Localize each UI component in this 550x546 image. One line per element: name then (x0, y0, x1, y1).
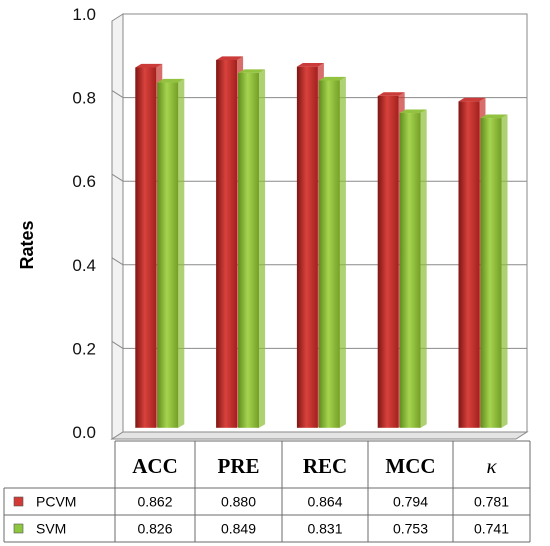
floor (110, 431, 529, 440)
category-label: ACC (132, 454, 178, 478)
bar-svm-3 (399, 109, 427, 428)
bar-svm-1 (238, 69, 266, 428)
bar-svm-2 (318, 76, 346, 428)
bar-front (157, 82, 179, 428)
bar-side (339, 76, 346, 428)
data-label: 0.741 (474, 521, 509, 537)
y-tick-label: 0.6 (72, 172, 96, 191)
bar-front (458, 101, 480, 428)
bar-front (238, 72, 260, 428)
data-label: 0.862 (137, 494, 172, 510)
gridline-side (111, 173, 124, 182)
bar-top (480, 114, 508, 119)
bar-front (480, 118, 502, 428)
y-axis-label: Rates (17, 220, 37, 269)
y-tick-label: 1.0 (72, 5, 96, 24)
y-tick-label: 0.4 (72, 256, 96, 275)
legend-marker-svm (13, 523, 24, 534)
data-label: 0.880 (221, 494, 256, 510)
bar-front (135, 67, 157, 428)
data-label: 0.794 (393, 494, 428, 510)
data-label: 0.781 (474, 494, 509, 510)
bar-top (318, 76, 346, 81)
bar-front (216, 59, 238, 428)
bar-side (420, 109, 427, 428)
data-label: 0.849 (221, 521, 256, 537)
category-label: κ (486, 454, 497, 478)
data-label: 0.831 (307, 521, 342, 537)
y-tick-label: 0.8 (72, 89, 96, 108)
y-tick-labels: 0.0 0.2 0.4 0.6 0.8 1.0 (72, 5, 96, 442)
y-tick-label: 0.0 (72, 423, 96, 442)
data-table: ACC PRE REC MCC κ PCVM 0.862 0.880 0.864 0.794 0.7… (3, 440, 531, 543)
category-label: PRE (218, 454, 260, 478)
gridline-side (111, 257, 124, 266)
bar-top (135, 63, 163, 68)
bar-top (157, 78, 185, 83)
bar-front (377, 95, 399, 428)
bar-front (296, 66, 318, 428)
data-label: 0.864 (307, 494, 342, 510)
legend-label-svm: SVM (36, 521, 66, 537)
bar-top (216, 56, 244, 60)
bar-side (501, 114, 508, 428)
data-label: 0.826 (137, 521, 172, 537)
category-label: REC (303, 454, 347, 478)
bar-front (399, 113, 421, 428)
y-tick-label: 0.2 (72, 339, 96, 358)
bar-top (377, 92, 405, 96)
legend-label-pcvm: PCVM (36, 494, 76, 510)
category-label: MCC (385, 454, 435, 478)
bar-top (399, 109, 427, 114)
bar-top (296, 63, 324, 67)
legend-marker-pcvm (13, 496, 24, 507)
bar-side (259, 69, 266, 428)
side-wall (111, 13, 124, 440)
bar-side (178, 78, 185, 428)
bar-top (238, 69, 266, 73)
gridline-side (111, 90, 124, 99)
gridline-side (111, 340, 124, 349)
bar-top (458, 97, 486, 102)
bar-front (318, 80, 340, 428)
bar-svm-4 (480, 114, 508, 428)
bar-svm-0 (157, 78, 185, 428)
bars (135, 56, 508, 428)
data-label: 0.753 (393, 521, 428, 537)
